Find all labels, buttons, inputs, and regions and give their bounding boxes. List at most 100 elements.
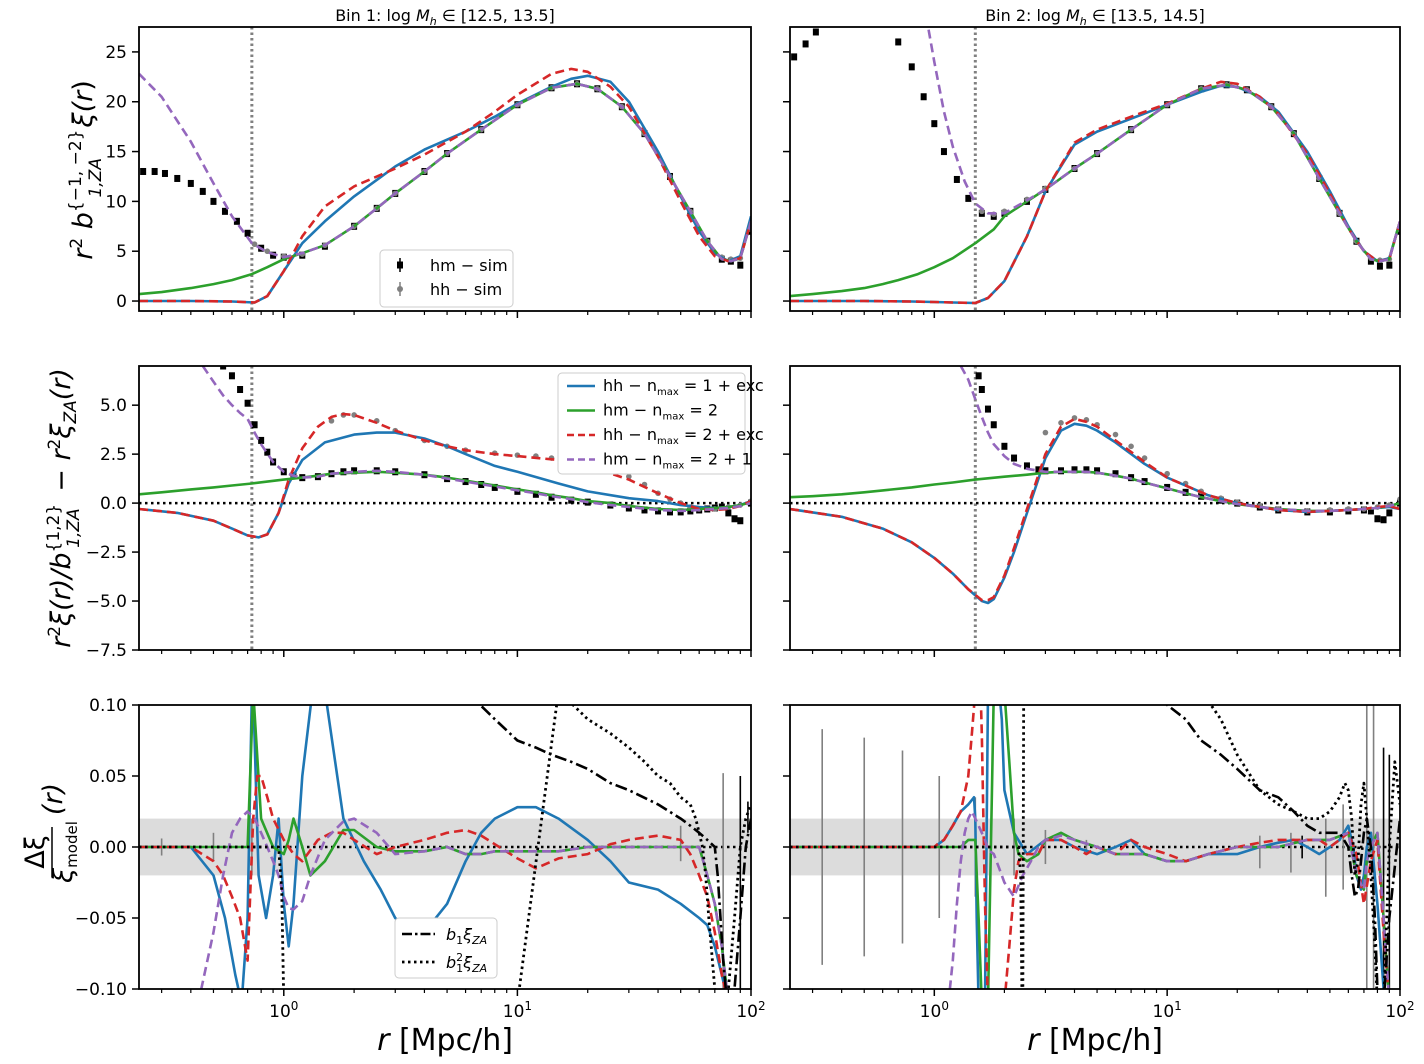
- hm-sim-point: [220, 366, 227, 370]
- hm-sim-point: [666, 508, 673, 516]
- hm-sim-point: [1071, 466, 1078, 474]
- legend-frame: [557, 372, 746, 475]
- x-axis-label: r [Mpc/h]: [377, 1023, 513, 1058]
- hm-sim-point: [931, 120, 938, 128]
- hm-sim-point: [1376, 262, 1383, 270]
- x-tick-label: 101: [1153, 999, 1182, 1022]
- hh-sim-point: [1042, 429, 1049, 436]
- panel-title: Bin 2: log Mh ∈ [13.5, 14.5]: [985, 6, 1205, 28]
- hh-sim-point: [1058, 420, 1064, 426]
- hm-sim-point: [825, 9, 831, 16]
- panel-r1-c1: [783, 365, 1401, 657]
- plot-area: [790, 705, 1400, 989]
- axes-frame: [789, 365, 1401, 651]
- legend-label: hh − nmax = 1 + exc: [603, 376, 764, 398]
- legend-data: hm − sim hh − sim: [379, 249, 514, 308]
- hm-sim-point: [839, 0, 845, 6]
- series-b1-xiza: [478, 705, 751, 989]
- hm-sim-point: [351, 467, 358, 475]
- hh-sim-point: [251, 241, 258, 248]
- series-b1-xiza: [1165, 705, 1400, 989]
- y-axis-label-text: r2 b{−1, −2}1,ZA ξ(r): [66, 80, 106, 260]
- hm-sim-point: [532, 490, 539, 498]
- hm-sim-point: [1094, 467, 1101, 475]
- legend-label: hh − nmax = 2 + exc: [603, 425, 764, 447]
- frac-denominator: ξmodel: [48, 821, 81, 884]
- legend-label: hh − sim: [430, 280, 502, 299]
- legend-hm-marker: [397, 261, 403, 269]
- y-axis-label-text: r2ξ(r)/b{1,2}1,ZA − r2ξZA(r): [44, 368, 84, 648]
- plot-area: [139, 27, 751, 311]
- y-tick-label: 0: [116, 292, 127, 312]
- x-tick-label: 100: [269, 999, 298, 1022]
- hm-sim-point: [1386, 509, 1393, 517]
- hm-sim-point: [1035, 466, 1042, 474]
- hm-sim-point: [174, 174, 181, 182]
- plot-area: [790, 0, 1400, 311]
- series-hm-n-2: [790, 470, 1400, 513]
- hm-sim-point: [953, 175, 960, 183]
- hm-sim-point: [548, 493, 555, 501]
- plot-area: [790, 366, 1400, 650]
- hm-sim-point: [161, 169, 168, 177]
- hm-sim-point: [1112, 470, 1119, 478]
- hh-sim-point: [1128, 443, 1134, 450]
- hm-sim-point: [731, 515, 738, 523]
- series-hm-n-2-1: [139, 72, 751, 263]
- hm-sim-point: [984, 405, 991, 413]
- legend-label: hm − nmax = 2: [603, 401, 718, 423]
- hm-sim-point: [812, 28, 819, 36]
- series-hh-n-2-exc: [790, 705, 1390, 989]
- series-hh-n-2-exc: [139, 67, 751, 304]
- y-tick-label: 0.05: [89, 767, 127, 787]
- hm-sim-point: [737, 261, 744, 269]
- panel-r0-c0: 0 5 10 15 20 25: [105, 26, 752, 318]
- hm-sim-point: [978, 386, 985, 394]
- hm-sim-point: [1367, 257, 1374, 265]
- frac-arg: (r): [38, 783, 69, 815]
- hm-sim-point: [851, 0, 857, 6]
- hm-sim-point: [199, 187, 206, 195]
- x-tick-label: 100: [920, 999, 949, 1022]
- hm-sim-point: [725, 509, 732, 517]
- hm-sim-point: [228, 372, 235, 380]
- panel-r0-c1: [783, 0, 1401, 318]
- frac-numerator: Δξ: [20, 835, 51, 869]
- series-hm-n-2-1: [926, 27, 1400, 263]
- y-tick-label: −5.0: [86, 592, 127, 612]
- y-tick-label: 2.5: [100, 445, 127, 465]
- hm-sim-point: [737, 517, 744, 525]
- legend-label: hm − sim: [430, 256, 508, 275]
- series-hm-n-2-1: [201, 366, 751, 513]
- y-tick-label: 5.0: [100, 396, 127, 416]
- hm-sim-point: [1386, 261, 1393, 269]
- hm-sim-point: [1023, 462, 1030, 470]
- panel-r2-c0: −0.10 −0.05 0.00 0.05 0.10 100 101 102: [75, 696, 766, 1022]
- hh-sim-point: [1112, 431, 1119, 438]
- plot-area: [139, 705, 751, 989]
- hh-sim-point: [264, 248, 271, 255]
- y-tick-label: 15: [105, 143, 127, 163]
- axes-frame: [138, 26, 752, 312]
- y-tick-label: 10: [105, 192, 127, 212]
- x-tick-label: 102: [736, 999, 765, 1022]
- legend-label: b1ξZA: [446, 925, 487, 947]
- y-axis-label-row2: r2ξ(r)/b{1,2}1,ZA − r2ξZA(r): [44, 368, 84, 648]
- x-axis-label: r [Mpc/h]: [1027, 1023, 1163, 1058]
- hm-sim-point: [920, 93, 927, 101]
- hm-sim-point: [1380, 516, 1387, 524]
- x-tick-label: 102: [1385, 999, 1414, 1022]
- hm-sim-point: [687, 507, 694, 515]
- hm-sim-point: [187, 179, 194, 187]
- y-tick-label: 0.00: [89, 838, 127, 858]
- y-tick-label: −2.5: [86, 543, 127, 563]
- hm-sim-point: [1011, 454, 1018, 462]
- plot-area: [139, 366, 751, 650]
- y-tick-label: 25: [105, 43, 127, 63]
- panel-r1-c0: −7.5 −5.0 −2.5 0.0 2.5 5.0: [86, 365, 752, 661]
- hm-sim-point: [1083, 466, 1090, 474]
- legend-hh-marker: [397, 286, 403, 292]
- hm-sim-point: [140, 167, 147, 175]
